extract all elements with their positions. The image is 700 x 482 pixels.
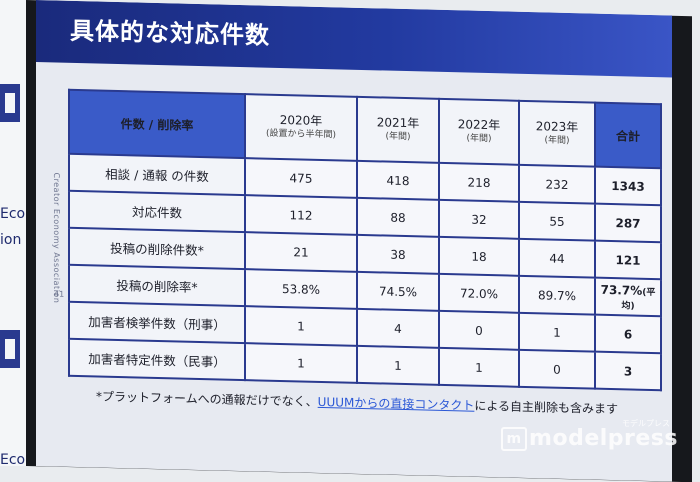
total-value: 3 bbox=[623, 363, 633, 379]
row-label: 加害者検挙件数（刑事） bbox=[69, 301, 245, 344]
footnote: *プラットフォームへの通報だけでなく、UUUMからの直接コンタクトによる自主削除… bbox=[96, 387, 618, 417]
footnote-text: による自主削除も含みます bbox=[474, 398, 619, 417]
modelpress-logo-icon: m bbox=[501, 427, 528, 451]
total-cell: 73.7%(平均) bbox=[595, 277, 661, 317]
total-value: 73.7% bbox=[600, 282, 643, 298]
total-cell: 287 bbox=[595, 203, 661, 243]
side-organization-text: Creator Economy Association bbox=[52, 172, 61, 304]
table-cell: 0 bbox=[519, 349, 595, 389]
total-value: 6 bbox=[623, 326, 633, 342]
table-cell: 72.0% bbox=[439, 273, 519, 313]
total-cell: 121 bbox=[595, 240, 661, 280]
presentation-screen: 具体的な対応件数 Creator Economy Association 41 … bbox=[36, 0, 672, 482]
table-cell: 4 bbox=[357, 308, 439, 348]
watermark-brand: modelpress bbox=[529, 426, 678, 451]
row-label: 投稿の削除件数* bbox=[69, 227, 245, 270]
table-cell: 53.8% bbox=[245, 269, 357, 309]
table-cell: 55 bbox=[519, 201, 595, 241]
table-cell: 1 bbox=[519, 312, 595, 352]
table-cell: 21 bbox=[245, 232, 357, 272]
column-header: 2022年 (年間) bbox=[439, 98, 519, 165]
column-note: (年間) bbox=[385, 131, 411, 143]
total-cell: 1343 bbox=[595, 166, 661, 206]
stats-table: 件数 / 削除率 2020年 (設置から半年間) 2021年 (年間) 2022… bbox=[68, 89, 662, 392]
table-cell: 475 bbox=[245, 158, 357, 198]
column-header: 2021年 (年間) bbox=[357, 96, 439, 163]
row-label: 相談 / 通報 の件数 bbox=[69, 153, 245, 196]
backdrop-text: Econ bbox=[0, 452, 34, 468]
table-cell: 112 bbox=[245, 195, 357, 235]
column-header: 2023年 (年間) bbox=[519, 100, 595, 167]
table-cell: 418 bbox=[357, 160, 439, 200]
watermark-subtext: モデルプレス bbox=[622, 419, 670, 428]
header-label: 件数 / 削除率 bbox=[69, 89, 245, 159]
total-value: 121 bbox=[615, 252, 641, 268]
table-cell: 18 bbox=[439, 236, 519, 276]
slide-title: 具体的な対応件数 bbox=[70, 16, 270, 50]
table-cell: 232 bbox=[519, 164, 595, 204]
table-cell: 1 bbox=[245, 343, 357, 383]
backdrop-text: Econ bbox=[0, 206, 34, 222]
column-note: (年間) bbox=[544, 135, 570, 147]
backdrop-logo-mark bbox=[0, 330, 20, 368]
table-cell: 0 bbox=[439, 310, 519, 350]
table-cell: 38 bbox=[357, 234, 439, 274]
table-cell: 32 bbox=[439, 199, 519, 239]
table-cell: 1 bbox=[357, 345, 439, 385]
row-label: 投稿の削除率* bbox=[69, 264, 245, 307]
backdrop-text: ion bbox=[0, 232, 22, 248]
backdrop-logo-mark bbox=[0, 84, 20, 122]
column-header: 2020年 (設置から半年間) bbox=[245, 94, 357, 161]
total-header: 合計 bbox=[595, 102, 661, 169]
table-cell: 88 bbox=[357, 197, 439, 237]
table-cell: 74.5% bbox=[357, 271, 439, 311]
footnote-link[interactable]: UUUMからの直接コンタクト bbox=[317, 394, 475, 413]
row-label: 対応件数 bbox=[69, 190, 245, 233]
total-cell: 3 bbox=[595, 351, 661, 391]
table-cell: 44 bbox=[519, 238, 595, 278]
table-cell: 89.7% bbox=[519, 275, 595, 315]
column-note: (設置から半年間) bbox=[265, 128, 337, 141]
footnote-text: *プラットフォームへの通報だけでなく、 bbox=[96, 389, 318, 409]
total-cell: 6 bbox=[595, 314, 661, 354]
title-band: 具体的な対応件数 bbox=[36, 0, 672, 78]
watermark: m modelpress bbox=[501, 426, 678, 451]
page-number: 41 bbox=[54, 289, 65, 299]
table-cell: 218 bbox=[439, 162, 519, 202]
table-cell: 1 bbox=[439, 347, 519, 387]
total-value: 1343 bbox=[611, 178, 645, 194]
table-cell: 1 bbox=[245, 306, 357, 346]
column-note: (年間) bbox=[466, 133, 492, 145]
row-label: 加害者特定件数（民事） bbox=[69, 338, 245, 381]
total-value: 287 bbox=[615, 215, 641, 231]
